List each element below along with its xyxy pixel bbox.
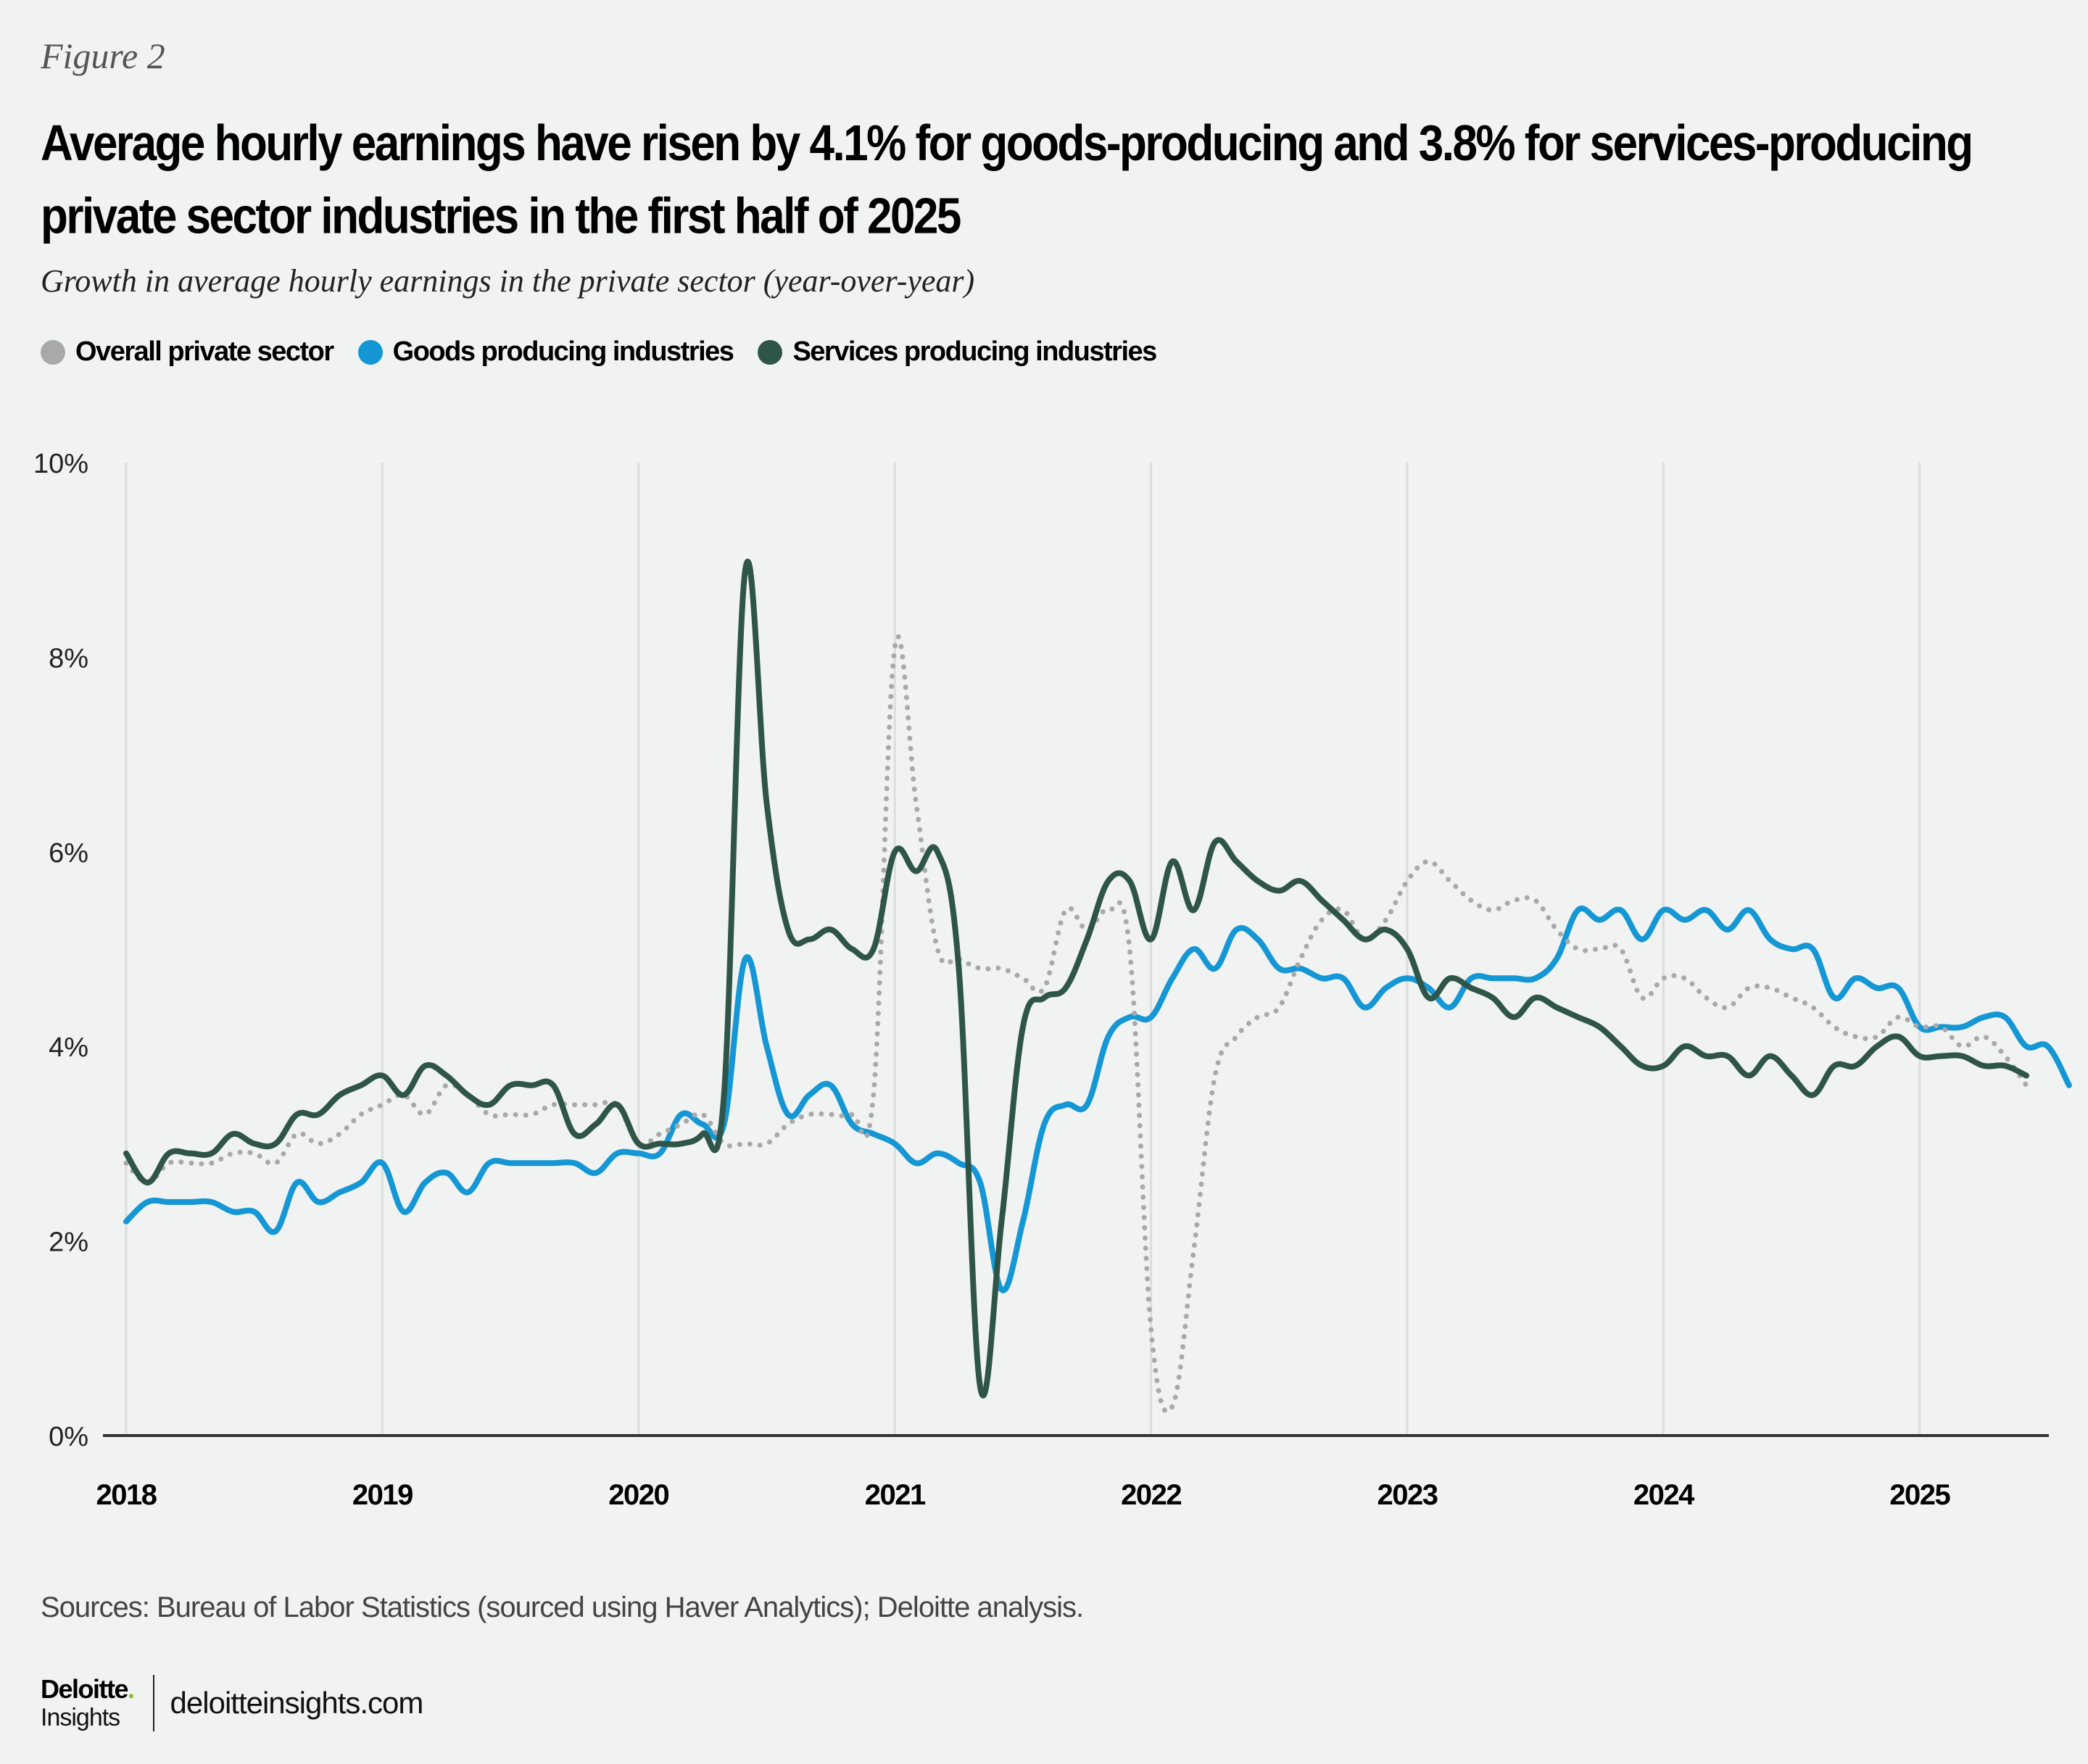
- y-tick-label: 6%: [49, 838, 88, 869]
- legend: Overall private sector Goods producing i…: [41, 336, 1181, 368]
- series-line-goods-producing-industries: [123, 906, 2072, 1293]
- legend-label: Overall private sector: [75, 336, 334, 367]
- x-tick-label: 2020: [608, 1479, 668, 1511]
- legend-item-services: Services producing industries: [758, 336, 1157, 368]
- legend-dot-overall-icon: [41, 339, 65, 365]
- deloitte-insights-logo: Deloitte. Insights: [41, 1674, 135, 1731]
- x-tick-label: 2019: [352, 1479, 413, 1511]
- legend-dot-goods-icon: [357, 339, 383, 365]
- series-line-overall-private-sector: [123, 634, 2029, 1415]
- logo-dot: .: [128, 1674, 135, 1704]
- y-tick-label: 2%: [49, 1227, 88, 1258]
- x-tick-label: 2018: [96, 1479, 157, 1511]
- y-tick-label: 10%: [33, 449, 88, 479]
- chart-title: Average hourly earnings have risen by 4.…: [41, 115, 1973, 245]
- y-tick-label: 4%: [49, 1032, 88, 1063]
- figure-label: Figure 2: [41, 36, 165, 76]
- legend-label: Services producing industries: [792, 336, 1157, 367]
- x-tick-label: 2023: [1378, 1479, 1438, 1511]
- chart-subtitle: Growth in average hourly earnings in the…: [41, 263, 975, 299]
- logo-name: Deloitte: [41, 1674, 129, 1704]
- x-tick-label: 2022: [1121, 1479, 1181, 1511]
- source-note: Sources: Bureau of Labor Statistics (sou…: [41, 1591, 1084, 1623]
- x-axis-ticks: 2018 2019 2020 2021 2022 2023 2024 2025: [96, 1479, 1952, 1511]
- logo-sub: Insights: [41, 1704, 120, 1731]
- footer-divider: [152, 1675, 154, 1731]
- series-lines: [123, 558, 2072, 1415]
- vertical-gridlines: [125, 463, 1921, 1436]
- footer: Deloitte. Insights deloitteinsights.com: [41, 1675, 423, 1731]
- line-chart: 0%2%4%6%8%10% 2018 2019 2020 2021 2022 2023 20…: [33, 449, 2072, 1511]
- legend-dot-services-icon: [758, 339, 783, 365]
- y-tick-label: 8%: [49, 643, 88, 674]
- legend-item-goods: Goods producing industries: [357, 336, 734, 368]
- legend-item-overall: Overall private sector: [41, 336, 334, 368]
- x-tick-label: 2021: [865, 1479, 926, 1511]
- footer-url-link[interactable]: deloitteinsights.com: [170, 1686, 424, 1720]
- legend-label: Goods producing industries: [392, 336, 734, 367]
- series-line-services-producing-industries: [123, 558, 2029, 1399]
- x-tick-label: 2024: [1633, 1479, 1695, 1511]
- y-tick-label: 0%: [49, 1422, 88, 1452]
- x-tick-label: 2025: [1889, 1479, 1950, 1511]
- y-axis-ticks: 0% 2% 4% 6% 8% 10%: [33, 449, 88, 1452]
